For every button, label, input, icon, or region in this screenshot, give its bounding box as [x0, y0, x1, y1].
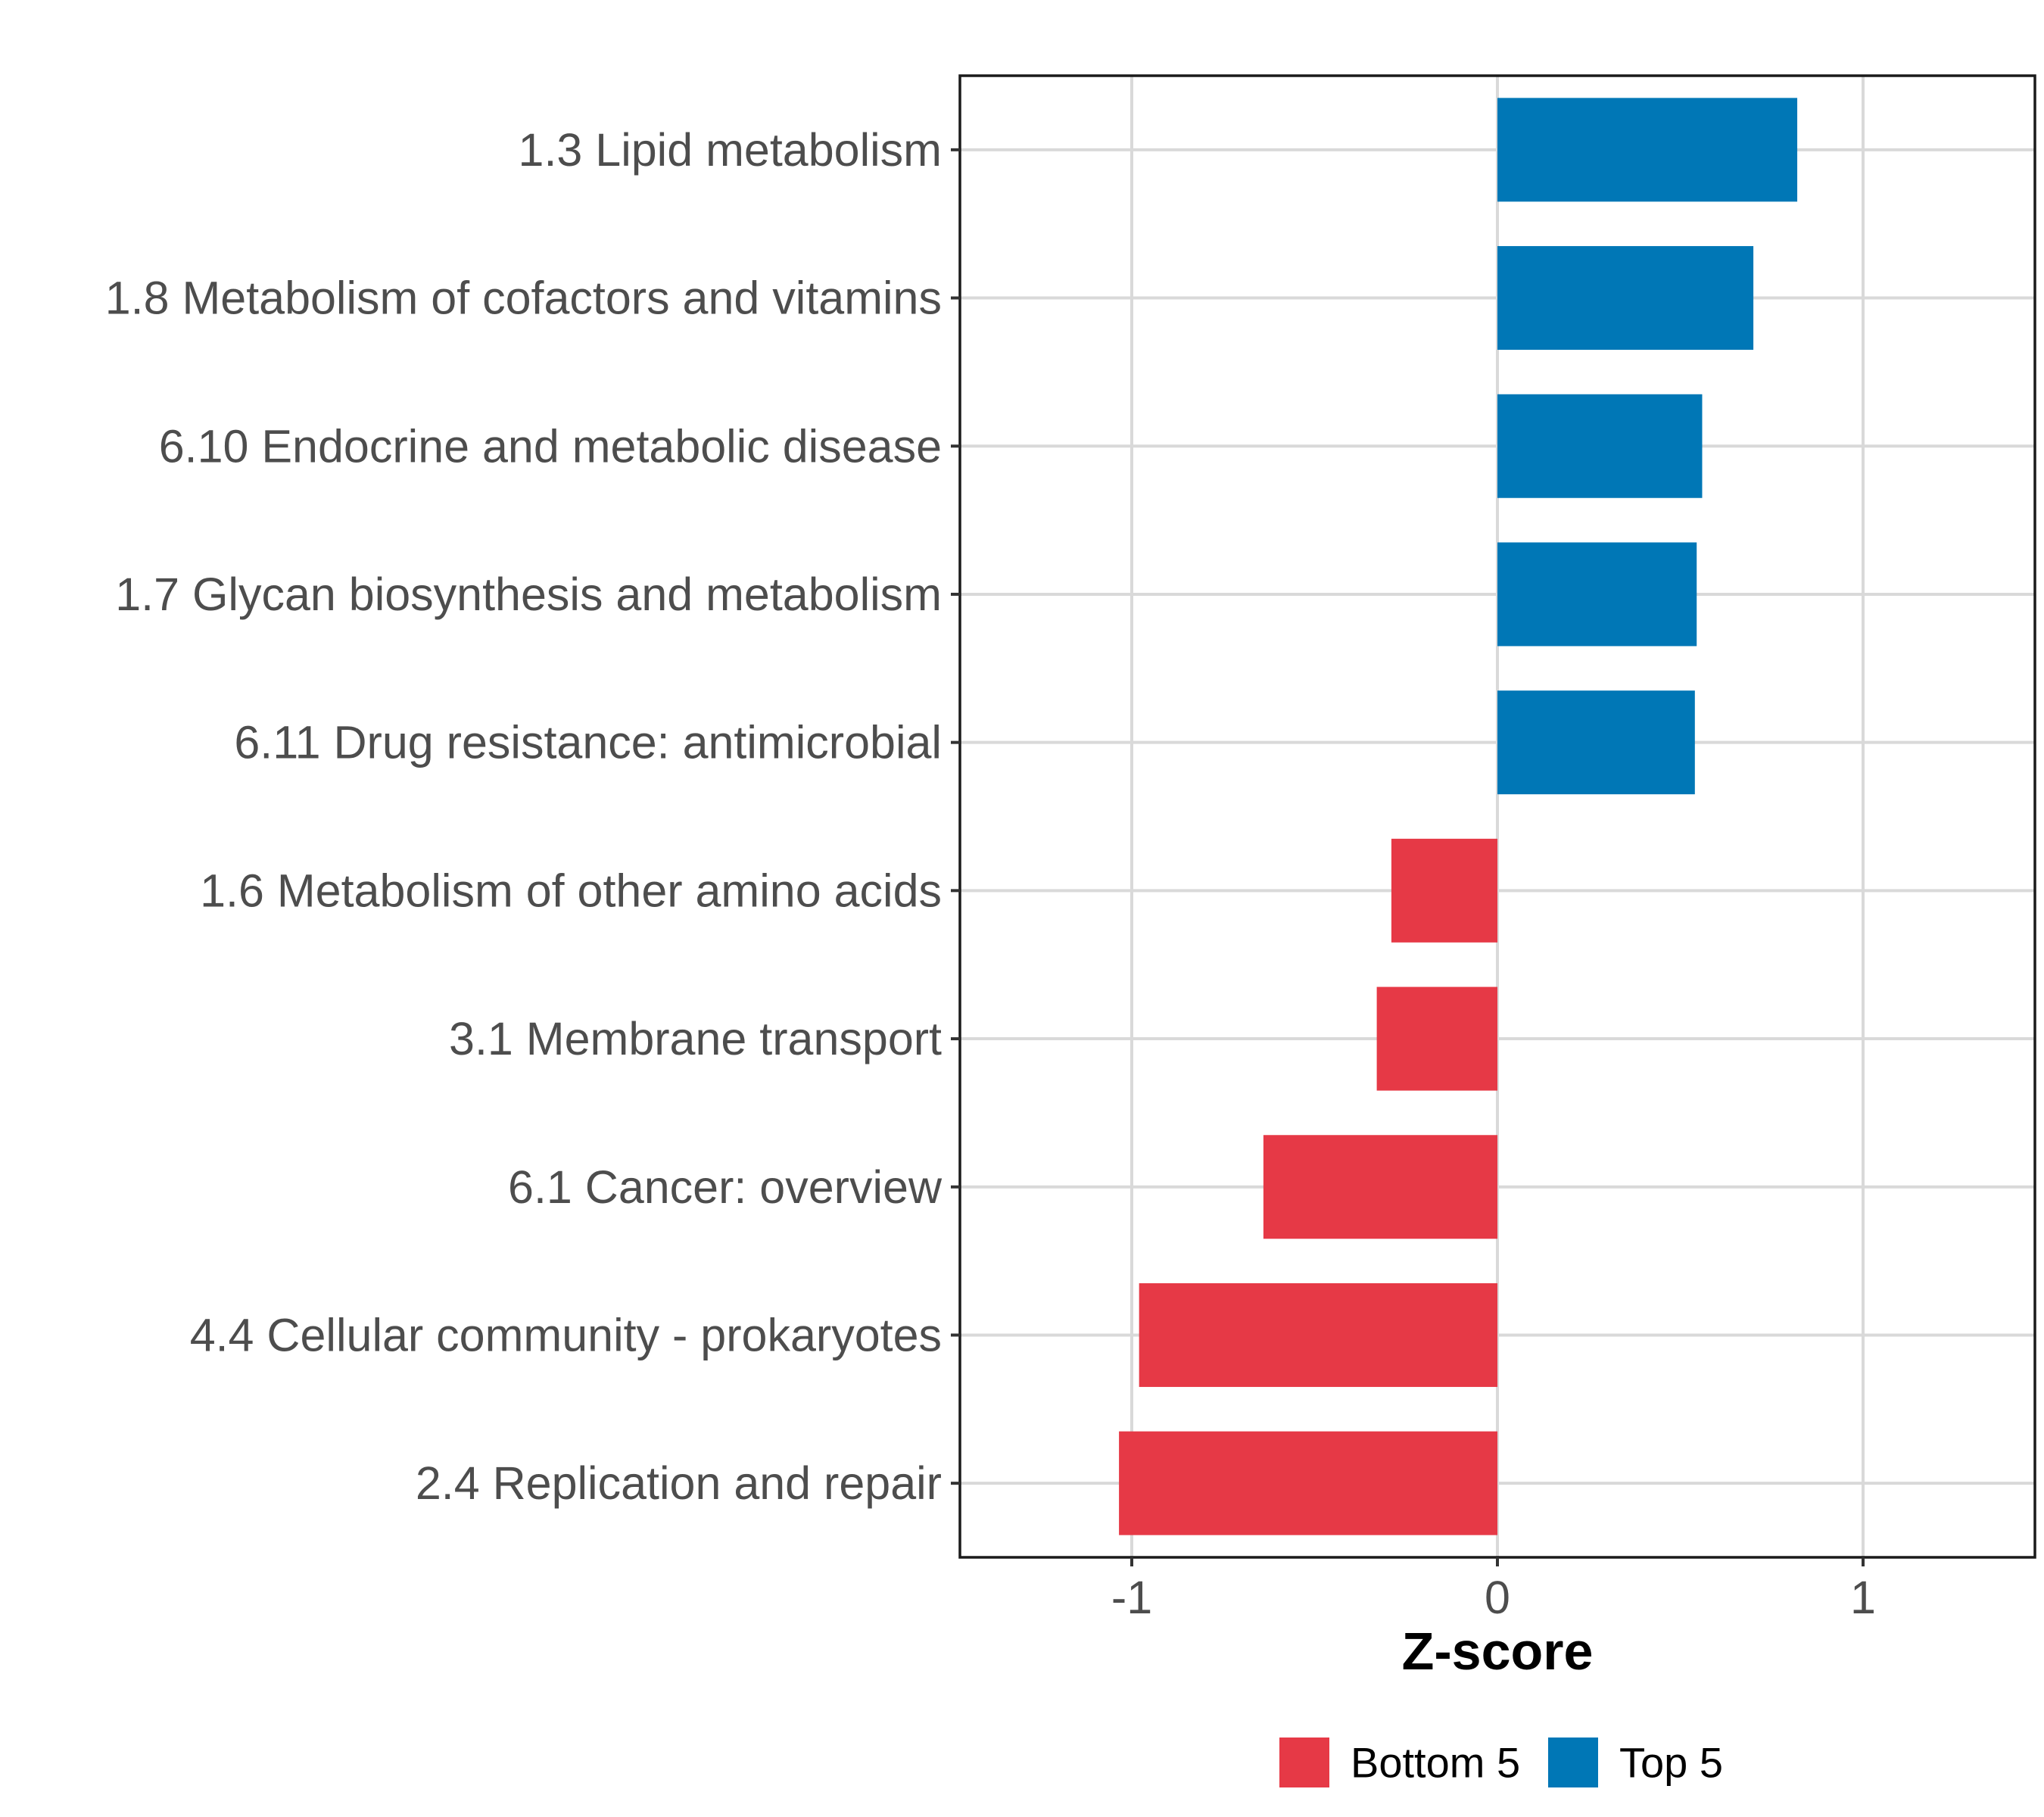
x-axis-title: Z-score	[1402, 1622, 1594, 1681]
category-label: 6.10 Endocrine and metabolic disease	[159, 420, 942, 472]
bar-layer	[1119, 98, 1798, 1535]
category-label: 1.6 Metabolism of other amino acids	[200, 865, 942, 916]
legend-key-bottom-5	[1279, 1738, 1329, 1787]
bar-1-6-metabolism-of-other-amino-acids	[1391, 838, 1497, 943]
legend-label-bottom-5: Bottom 5	[1351, 1739, 1520, 1787]
x-tick-label: 0	[1485, 1572, 1510, 1623]
bar-3-1-membrane-transport	[1376, 986, 1497, 1091]
x-axis: -1 0 1	[1111, 1557, 1876, 1623]
category-label: 1.7 Glycan biosynthesis and metabolism	[115, 569, 942, 620]
bar-4-4-cellular-community-prokaryotes	[1139, 1282, 1497, 1387]
x-tick-label: 1	[1850, 1572, 1876, 1623]
bar-2-4-replication-and-repair	[1119, 1431, 1497, 1535]
bar-6-11-drug-resistance-antimicrobial	[1497, 690, 1695, 795]
bar-1-8-metabolism-of-cofactors-and-vitamins	[1497, 246, 1754, 351]
category-label: 4.4 Cellular community - prokaryotes	[190, 1309, 942, 1360]
bar-6-10-endocrine-and-metabolic-disease	[1497, 394, 1703, 498]
category-label: 2.4 Replication and repair	[416, 1457, 942, 1509]
legend-key-top-5	[1548, 1738, 1598, 1787]
category-label: 1.8 Metabolism of cofactors and vitamins	[105, 273, 942, 324]
y-axis: 1.3 Lipid metabolism 1.8 Metabolism of co…	[105, 124, 960, 1509]
category-label: 6.1 Cancer: overview	[508, 1161, 943, 1213]
legend-label-top-5: Top 5	[1619, 1739, 1723, 1787]
bar-6-1-cancer-overview	[1263, 1135, 1497, 1239]
bar-1-7-glycan-biosynthesis-and-metabolism	[1497, 542, 1697, 647]
category-label: 1.3 Lipid metabolism	[519, 124, 942, 176]
category-label: 3.1 Membrane transport	[449, 1013, 942, 1064]
legend: Bottom 5 Top 5	[1279, 1738, 1723, 1787]
category-label: 6.11 Drug resistance: antimicrobial	[234, 717, 942, 768]
bar-1-3-lipid-metabolism	[1497, 98, 1798, 202]
x-tick-label: -1	[1111, 1572, 1152, 1623]
